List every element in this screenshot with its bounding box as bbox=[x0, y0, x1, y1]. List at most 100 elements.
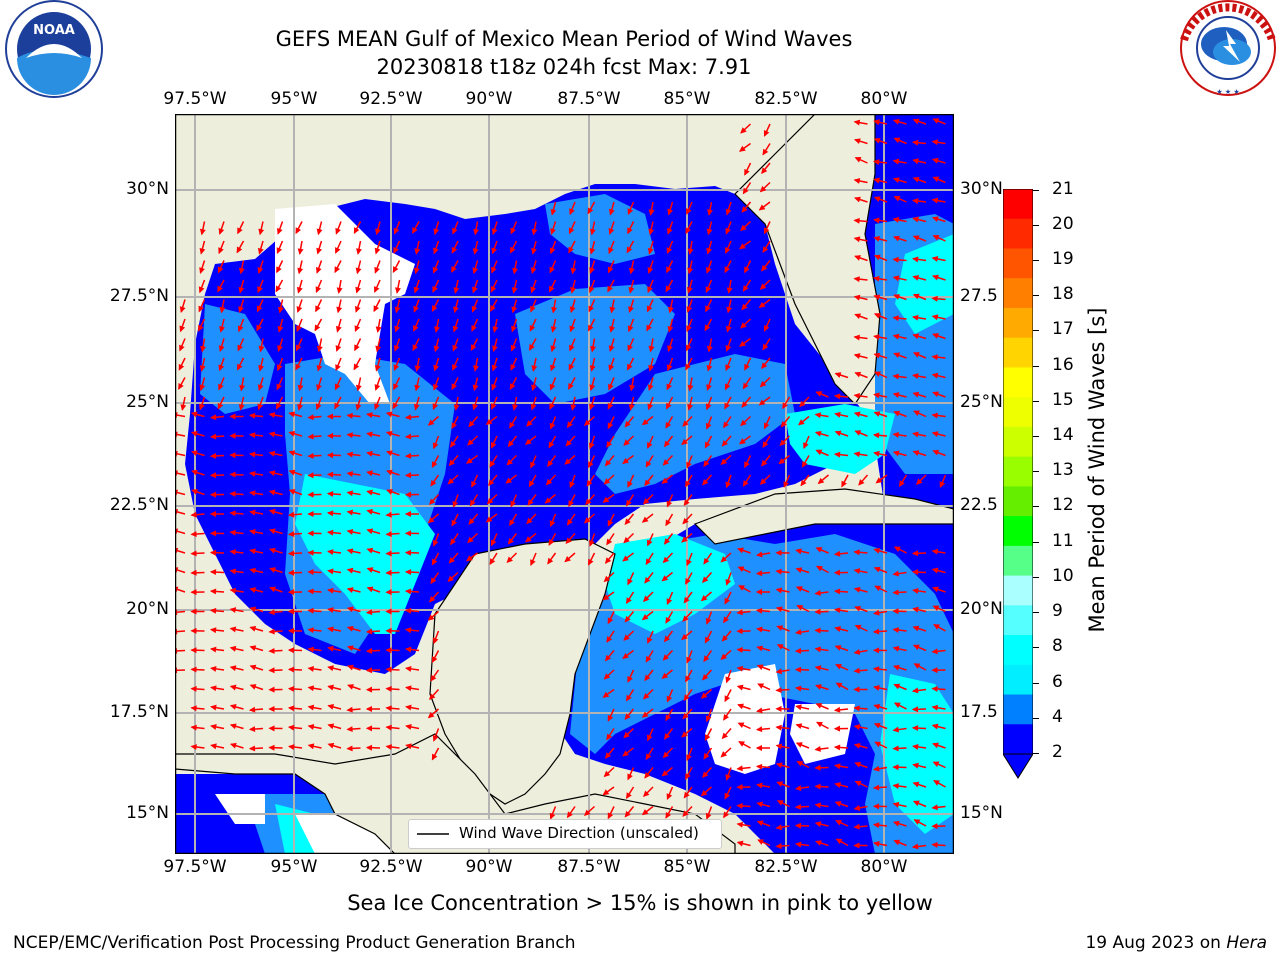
lat-tick-label: 17.5 bbox=[960, 702, 998, 722]
wave-arrow bbox=[209, 627, 225, 634]
wave-arrow bbox=[296, 318, 303, 333]
wave-arrow bbox=[873, 722, 888, 730]
wave-arrow bbox=[512, 260, 519, 275]
wave-arrow bbox=[413, 279, 420, 294]
wave-arrow bbox=[757, 683, 771, 691]
wave-arrow bbox=[288, 469, 303, 476]
wave-arrow bbox=[685, 338, 693, 352]
wave-arrow bbox=[756, 707, 771, 714]
wave-arrow bbox=[287, 589, 303, 596]
wave-arrow bbox=[794, 647, 810, 654]
wave-arrow bbox=[911, 843, 927, 850]
wave-arrow bbox=[589, 357, 596, 372]
wave-arrow bbox=[700, 786, 712, 797]
wave-arrow bbox=[873, 566, 888, 574]
wave-arrow bbox=[248, 432, 264, 439]
colorbar-segment bbox=[1003, 397, 1033, 428]
wave-arrow bbox=[682, 708, 693, 720]
wave-arrow bbox=[366, 489, 381, 496]
wave-arrow bbox=[661, 571, 673, 582]
wave-arrow bbox=[912, 606, 927, 613]
wave-arrow bbox=[485, 415, 498, 426]
wave-arrow bbox=[872, 432, 888, 439]
wave-arrow bbox=[451, 377, 459, 391]
wave-arrow bbox=[327, 723, 342, 730]
wave-arrow bbox=[385, 569, 400, 576]
wave-arrow bbox=[314, 318, 323, 332]
wave-arrow bbox=[931, 685, 946, 692]
wave-arrow bbox=[564, 552, 576, 563]
lat-tick-label: 15°N bbox=[960, 803, 1003, 823]
lon-tick-label: 90°W bbox=[465, 89, 513, 109]
wave-arrow bbox=[430, 572, 440, 585]
wave-arrow bbox=[683, 689, 693, 701]
colorbar-tick-label: 8 bbox=[1052, 636, 1063, 656]
wave-arrow bbox=[583, 805, 596, 816]
wave-arrow bbox=[736, 840, 751, 847]
wave-arrow bbox=[853, 587, 868, 593]
noaa-logo: NOAA bbox=[4, 0, 104, 100]
wave-arrow bbox=[663, 630, 674, 643]
cuba-land bbox=[693, 488, 955, 545]
wave-arrow bbox=[725, 221, 732, 235]
wave-arrow bbox=[933, 780, 946, 788]
wave-arrow bbox=[315, 299, 323, 313]
wave-arrow bbox=[873, 236, 888, 242]
wave-arrow bbox=[817, 474, 829, 485]
colorbar-segment bbox=[1003, 337, 1033, 368]
wave-arrow bbox=[642, 591, 654, 603]
wave-arrow bbox=[297, 240, 304, 255]
wave-arrow bbox=[912, 314, 927, 321]
wave-arrow bbox=[452, 357, 459, 371]
wave-arrow bbox=[853, 842, 868, 849]
wave-arrow bbox=[931, 354, 946, 361]
wave-arrow bbox=[209, 433, 225, 440]
wave-arrow bbox=[432, 279, 440, 293]
wave-arrow bbox=[530, 396, 537, 411]
wave-arrow bbox=[875, 474, 888, 484]
wave-arrow bbox=[873, 411, 888, 418]
wave-arrow bbox=[912, 391, 927, 398]
wave-arrow bbox=[911, 139, 927, 146]
wave-arrow bbox=[912, 352, 927, 359]
wave-arrow bbox=[835, 838, 849, 847]
wave-arrow bbox=[892, 333, 907, 340]
wave-arrow bbox=[873, 392, 888, 399]
wave-arrow bbox=[197, 318, 206, 332]
wave-arrow bbox=[190, 705, 205, 712]
wave-arrow bbox=[275, 279, 284, 293]
wave-arrow bbox=[892, 158, 907, 165]
wave-arrow bbox=[872, 217, 888, 224]
wave-arrow bbox=[307, 491, 322, 498]
wave-arrow bbox=[645, 455, 654, 468]
wave-arrow bbox=[200, 338, 207, 353]
wave-arrow bbox=[569, 318, 576, 333]
wave-arrow bbox=[452, 338, 459, 352]
wave-arrow bbox=[531, 221, 538, 236]
wave-arrow bbox=[404, 491, 420, 498]
wave-arrow bbox=[287, 531, 303, 538]
wave-arrow bbox=[505, 474, 517, 484]
wave-arrow bbox=[550, 318, 557, 333]
wave-arrow bbox=[509, 416, 518, 429]
wave-arrow bbox=[179, 338, 186, 352]
wave-arrow bbox=[666, 786, 674, 801]
wave-arrow bbox=[853, 119, 868, 126]
wave-arrow bbox=[608, 240, 615, 255]
wave-arrow bbox=[622, 552, 634, 562]
wave-arrow bbox=[585, 494, 596, 506]
wave-arrow bbox=[548, 279, 557, 293]
colorbar-tick-mark bbox=[1033, 506, 1039, 507]
wave-arrow bbox=[257, 377, 264, 392]
wave-arrow bbox=[248, 726, 264, 733]
wave-arrow bbox=[892, 745, 907, 752]
wave-arrow bbox=[238, 299, 245, 313]
wave-arrow bbox=[687, 396, 693, 411]
wave-arrow bbox=[794, 803, 810, 810]
wave-arrow bbox=[795, 704, 810, 711]
colorbar-tick-mark bbox=[1033, 366, 1039, 367]
lon-tick-label: 82.5°W bbox=[754, 857, 818, 877]
wave-arrow bbox=[511, 299, 518, 314]
wave-arrow bbox=[853, 276, 868, 283]
colorbar-segment bbox=[1003, 724, 1033, 755]
